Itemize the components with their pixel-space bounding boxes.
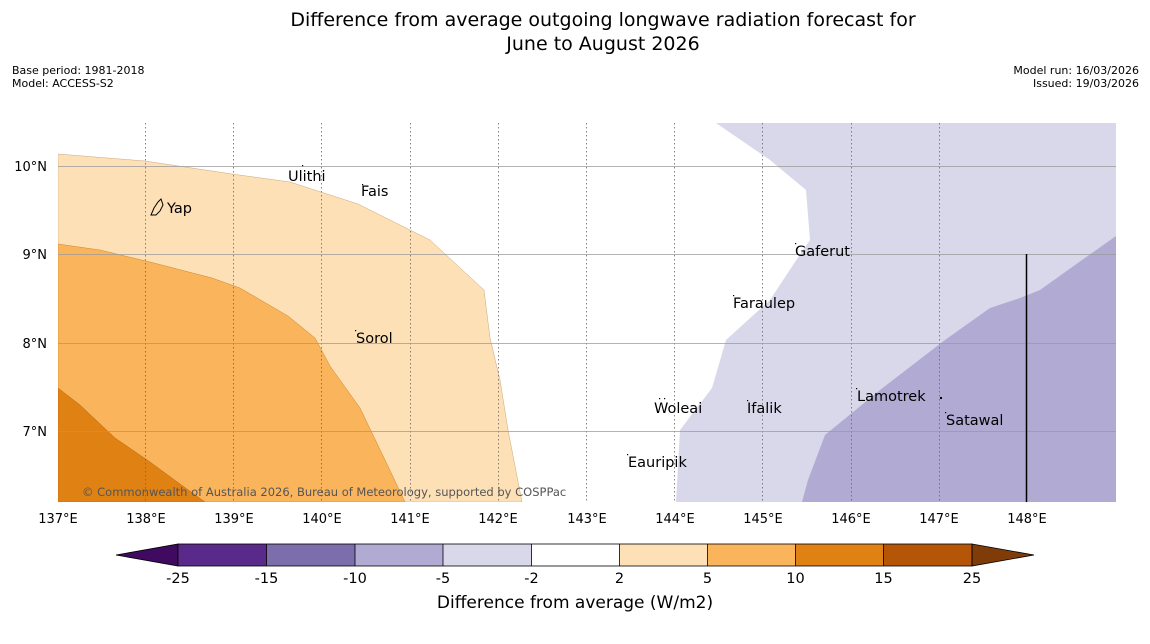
yap-island-icon [150, 198, 164, 216]
gridlines [58, 123, 1116, 502]
label-ulithi: Ulithi [288, 169, 326, 185]
marker-lamotrek [856, 388, 858, 390]
meta-right: Model run: 16/03/2026 Issued: 19/03/2026 [1013, 64, 1139, 90]
place-labels: Ulithi Fais Yap Gaferut Faraulep Sorol L… [166, 169, 1003, 471]
label-faraulep: Faraulep [733, 296, 795, 312]
colorbar-seg-4 [443, 544, 532, 566]
colorbar-seg-9 [883, 544, 972, 566]
label-satawal: Satawal [946, 413, 1003, 429]
cbar-tick-15: 15 [874, 571, 892, 587]
cbar-tick-minus15: -15 [255, 571, 279, 587]
cbar-tick-minus2: -2 [524, 571, 538, 587]
latitude-labels: 10°N 9°N 8°N 7°N [14, 160, 47, 440]
colorbar-label: Difference from average (W/m2) [436, 593, 714, 613]
marker-lamotrek-2 [940, 397, 942, 399]
lon-label-140: 140°E [302, 512, 342, 527]
band-10-to-15 [58, 387, 206, 502]
lon-label-137: 137°E [38, 512, 78, 527]
band-5-to-10 [58, 243, 406, 502]
label-gaferut: Gaferut [795, 244, 850, 260]
colorbar-seg-7 [707, 544, 796, 566]
colorbar-seg-1 [178, 544, 267, 566]
marker-ulithi [302, 165, 304, 167]
marker-eauripik [627, 454, 629, 456]
title-line-1: Difference from average outgoing longwav… [290, 9, 916, 31]
lon-label-143: 143°E [567, 512, 607, 527]
marker-woleai-2 [664, 398, 666, 400]
label-woleai: Woleai [654, 401, 702, 417]
colorbar-seg-6 [619, 544, 708, 566]
colorbar-seg-2 [266, 544, 355, 566]
copyright-notice: © Commonwealth of Australia 2026, Bureau… [82, 485, 566, 499]
marker-fais [362, 184, 364, 186]
label-ifalik: Ifalik [747, 401, 782, 417]
marker-gaferut [795, 243, 797, 245]
lon-label-139: 139°E [214, 512, 254, 527]
marker-faraulep [733, 295, 735, 297]
label-sorol: Sorol [356, 331, 393, 347]
lat-label-8n: 8°N [23, 337, 48, 352]
cbar-tick-25: 25 [963, 571, 981, 587]
lat-label-7n: 7°N [23, 425, 48, 440]
base-period: Base period: 1981-2018 [12, 64, 145, 77]
colorbar-seg-3 [355, 544, 443, 566]
cbar-tick-minus5: -5 [436, 571, 450, 587]
colorbar-extend-low [115, 543, 179, 567]
label-eauripik: Eauripik [628, 455, 687, 471]
longitude-labels: 137°E 138°E 139°E 140°E 141°E 142°E 143°… [38, 512, 1047, 527]
marker-ifalik [747, 400, 749, 402]
issued-date: Issued: 19/03/2026 [1032, 77, 1139, 90]
lon-label-147: 147°E [919, 512, 959, 527]
colorbar-ticks: -25 -15 -10 -5 -2 2 5 10 15 25 [166, 571, 981, 587]
colorbar [115, 543, 1035, 567]
cbar-tick-minus25: -25 [166, 571, 190, 587]
marker-sorol [355, 330, 357, 332]
lon-label-138: 138°E [126, 512, 166, 527]
cbar-tick-2: 2 [615, 571, 624, 587]
band-minus5-to-minus10 [802, 236, 1116, 502]
lon-label-148: 148°E [1007, 512, 1047, 527]
colorbar-extend-high [971, 543, 1035, 567]
map-title: Difference from average outgoing longwav… [0, 8, 1150, 56]
lon-label-142: 142°E [478, 512, 518, 527]
cbar-tick-minus10: -10 [343, 571, 367, 587]
model-name: Model: ACCESS-S2 [12, 77, 114, 90]
colorbar-outline [177, 543, 973, 567]
lon-label-145: 145°E [743, 512, 783, 527]
cbar-tick-5: 5 [703, 571, 712, 587]
place-markers [302, 165, 947, 456]
colorbar-seg-5 [531, 544, 620, 566]
lon-label-144: 144°E [655, 512, 695, 527]
meta-left: Base period: 1981-2018 Model: ACCESS-S2 [12, 64, 144, 90]
marker-satawal [945, 412, 947, 414]
lat-label-10n: 10°N [14, 160, 47, 175]
marker-woleai [659, 398, 661, 400]
model-run: Model run: 16/03/2026 [1013, 64, 1139, 77]
title-line-2: June to August 2026 [506, 33, 700, 55]
label-yap: Yap [166, 201, 192, 217]
cbar-tick-10: 10 [786, 571, 804, 587]
map-area [58, 123, 1116, 502]
lon-label-146: 146°E [831, 512, 871, 527]
label-fais: Fais [361, 184, 388, 200]
lon-label-141: 141°E [390, 512, 430, 527]
colorbar-seg-8 [795, 544, 884, 566]
label-lamotrek: Lamotrek [857, 389, 926, 405]
lat-label-9n: 9°N [23, 248, 48, 263]
